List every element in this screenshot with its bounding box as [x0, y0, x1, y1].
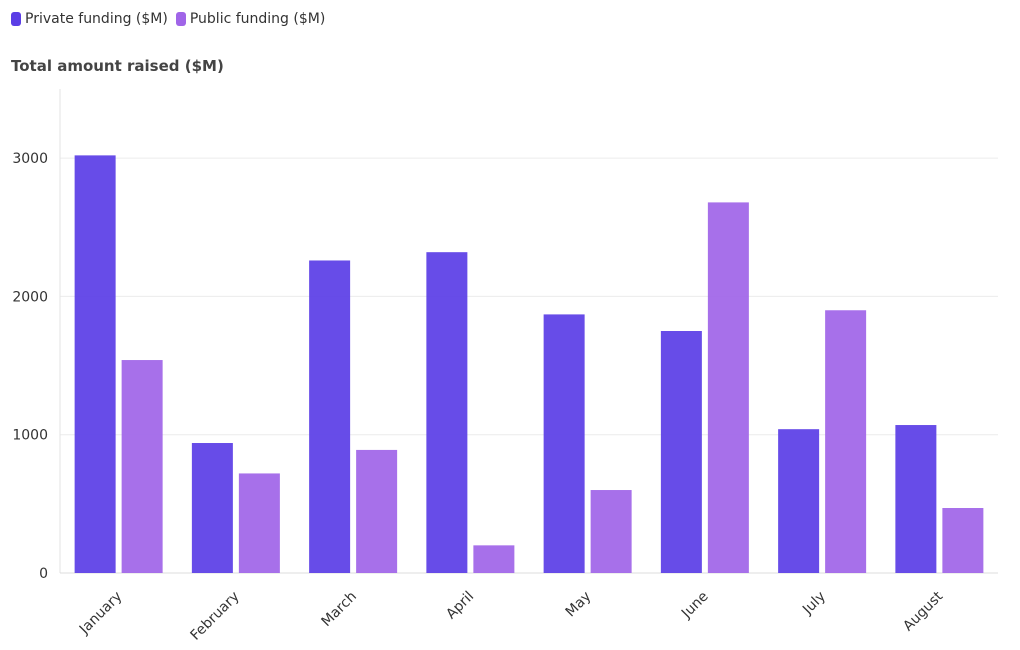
x-tick-label: January: [76, 589, 126, 639]
bar-public-june[interactable]: [707, 202, 749, 573]
bar-public-january[interactable]: [121, 360, 163, 573]
legend-label-public: Public funding ($M): [189, 11, 326, 27]
legend-item-public[interactable]: Public funding ($M): [175, 11, 326, 27]
bar-public-august[interactable]: [942, 508, 984, 573]
bar-private-august[interactable]: [895, 425, 937, 573]
legend-label-private: Private funding ($M): [25, 11, 168, 27]
y-tick-label: 1000: [12, 428, 48, 444]
y-tick-label: 2000: [12, 289, 48, 305]
bar-public-may[interactable]: [590, 490, 632, 573]
x-tick-label: March: [318, 589, 359, 630]
bar-private-july[interactable]: [778, 429, 820, 573]
legend-swatch-public: [175, 12, 186, 26]
y-tick-label: 3000: [12, 151, 48, 167]
bar-private-january[interactable]: [74, 155, 116, 573]
bar-private-june[interactable]: [660, 331, 702, 573]
bar-private-march[interactable]: [309, 260, 351, 573]
bar-private-may[interactable]: [543, 314, 585, 573]
x-tick-label: February: [188, 589, 243, 644]
legend-item-private[interactable]: Private funding ($M): [11, 11, 168, 27]
bar-public-march[interactable]: [356, 449, 398, 573]
x-tick-label: June: [678, 589, 712, 623]
x-tick-label: May: [563, 589, 595, 621]
x-tick-label: April: [443, 589, 477, 623]
y-tick-label: 0: [39, 566, 48, 582]
bar-private-february[interactable]: [191, 443, 233, 573]
x-tick-label: July: [799, 589, 829, 619]
bar-public-july[interactable]: [825, 310, 867, 573]
legend-swatch-private: [11, 12, 21, 26]
x-tick-label: August: [900, 588, 946, 634]
bar-public-april[interactable]: [473, 545, 515, 573]
bar-public-february[interactable]: [238, 473, 280, 573]
legend: Private funding ($M) Public funding ($M): [11, 11, 325, 27]
chart-title: Total amount raised ($M): [11, 57, 224, 75]
bar-private-april[interactable]: [426, 252, 468, 574]
